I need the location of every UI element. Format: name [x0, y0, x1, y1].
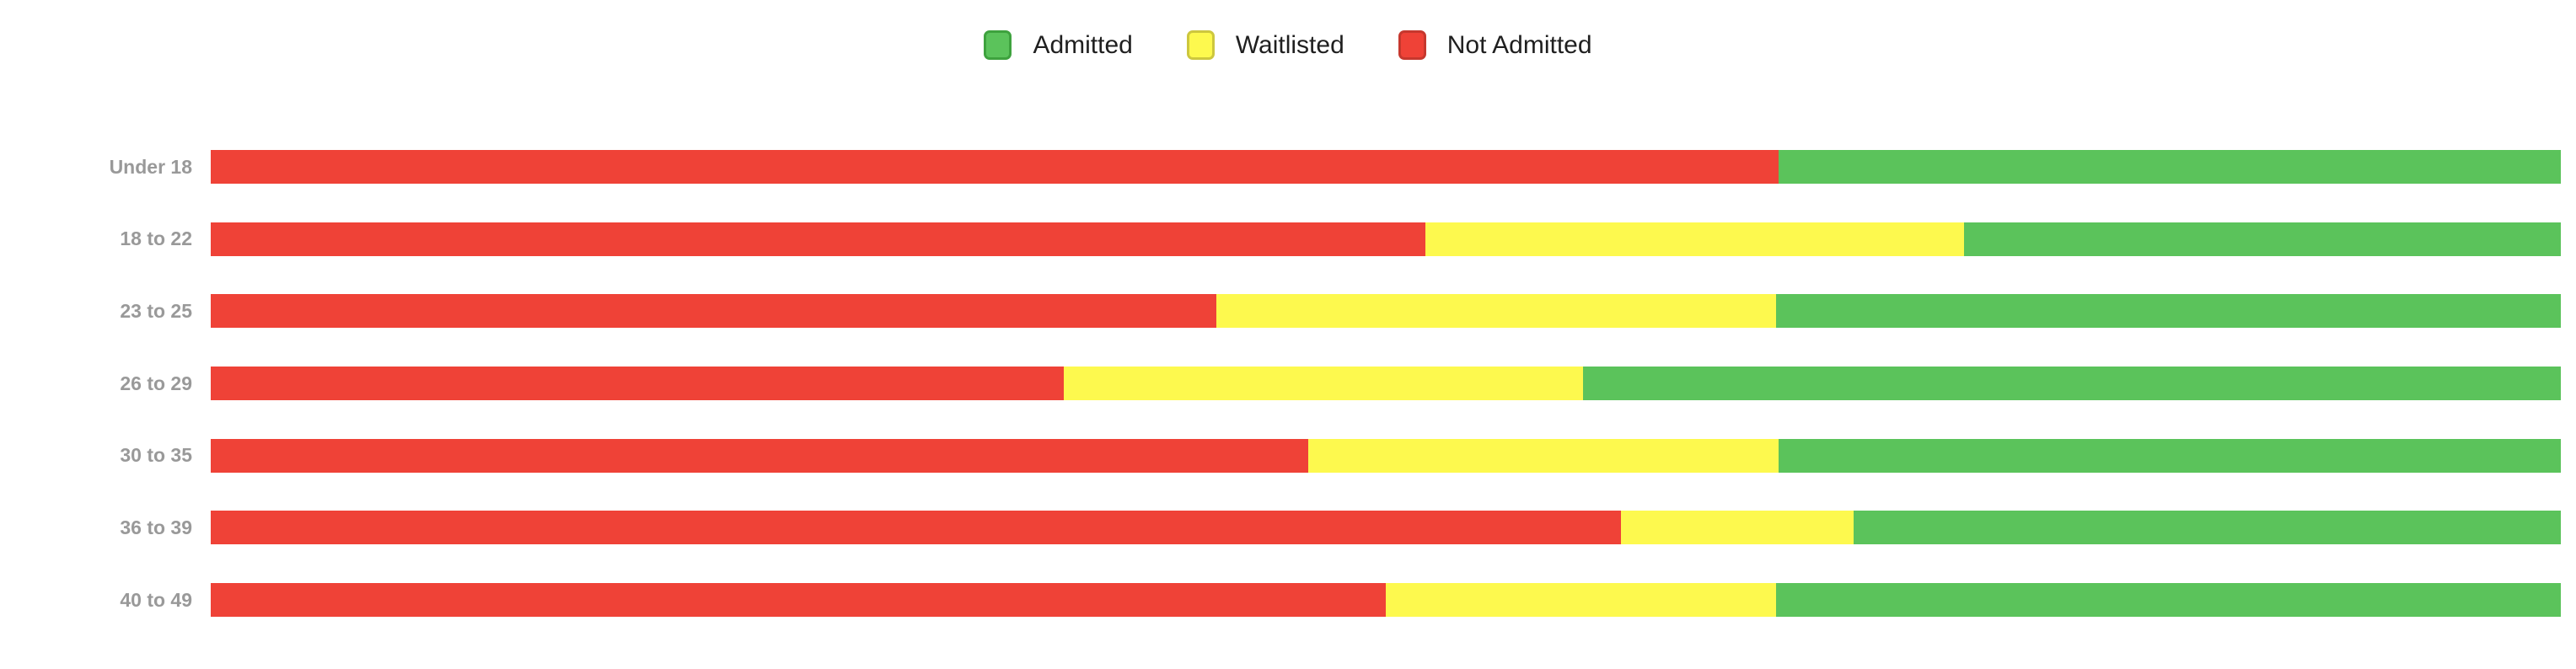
row-label: 23 to 25: [120, 299, 192, 322]
bar-segment-not-admitted[interactable]: [211, 294, 1217, 329]
chart-row: 23 to 25: [0, 294, 2576, 329]
legend-label-not-admitted: Not Admitted: [1446, 30, 1592, 59]
bar-segment-not-admitted[interactable]: [211, 367, 1065, 401]
bar-segment-not-admitted[interactable]: [211, 438, 1308, 473]
bar-segment-admitted[interactable]: [1775, 294, 2561, 329]
row-label: Under 18: [109, 155, 192, 178]
chart-row: Under 18: [0, 150, 2576, 184]
bar-segment-waitlisted[interactable]: [1307, 438, 1779, 473]
bar-track: [211, 294, 2561, 329]
bar-segment-not-admitted[interactable]: [211, 511, 1621, 545]
bar-track: [211, 438, 2561, 473]
row-label: 18 to 22: [120, 227, 192, 250]
legend-label-waitlisted: Waitlisted: [1235, 30, 1344, 59]
bar-segment-not-admitted[interactable]: [211, 222, 1426, 256]
bar-track: [211, 222, 2561, 256]
bar-track: [211, 583, 2561, 618]
bar-segment-admitted[interactable]: [1963, 222, 2561, 256]
chart-legend: Admitted Waitlisted Not Admitted: [0, 30, 2576, 60]
legend-swatch-waitlisted: [1186, 30, 1215, 60]
legend-item-not-admitted[interactable]: Not Admitted: [1398, 30, 1592, 60]
bar-track: [211, 150, 2561, 184]
bar-segment-admitted[interactable]: [1853, 511, 2561, 545]
bar-segment-waitlisted[interactable]: [1620, 511, 1854, 545]
legend-swatch-admitted: [984, 30, 1012, 60]
legend-swatch-not-admitted: [1398, 30, 1426, 60]
legend-item-admitted[interactable]: Admitted: [984, 30, 1133, 60]
chart-row: 40 to 49: [0, 583, 2576, 618]
bar-track: [211, 367, 2561, 401]
bar-segment-not-admitted[interactable]: [211, 583, 1386, 618]
chart-row: 36 to 39: [0, 511, 2576, 545]
bar-segment-admitted[interactable]: [1778, 438, 2561, 473]
bar-segment-admitted[interactable]: [1778, 150, 2561, 184]
bar-segment-waitlisted[interactable]: [1064, 367, 1584, 401]
row-label: 36 to 39: [120, 516, 192, 538]
bar-segment-waitlisted[interactable]: [1386, 583, 1776, 618]
bar-chart: Under 18 18 to 22 23 to 25 26 to 29 30 to 35…: [0, 150, 2576, 618]
bar-track: [211, 511, 2561, 545]
legend-item-waitlisted[interactable]: Waitlisted: [1186, 30, 1344, 60]
row-label: 26 to 29: [120, 372, 192, 394]
bar-segment-admitted[interactable]: [1775, 583, 2561, 618]
bar-segment-admitted[interactable]: [1583, 367, 2561, 401]
chart-row: 18 to 22: [0, 222, 2576, 256]
chart-row: 30 to 35: [0, 438, 2576, 473]
row-label: 30 to 35: [120, 444, 192, 467]
bar-segment-waitlisted[interactable]: [1425, 222, 1964, 256]
row-label: 40 to 49: [120, 588, 192, 611]
chart-row: 26 to 29: [0, 367, 2576, 401]
bar-segment-not-admitted[interactable]: [211, 150, 1779, 184]
bar-segment-waitlisted[interactable]: [1216, 294, 1776, 329]
legend-label-admitted: Admitted: [1033, 30, 1133, 59]
